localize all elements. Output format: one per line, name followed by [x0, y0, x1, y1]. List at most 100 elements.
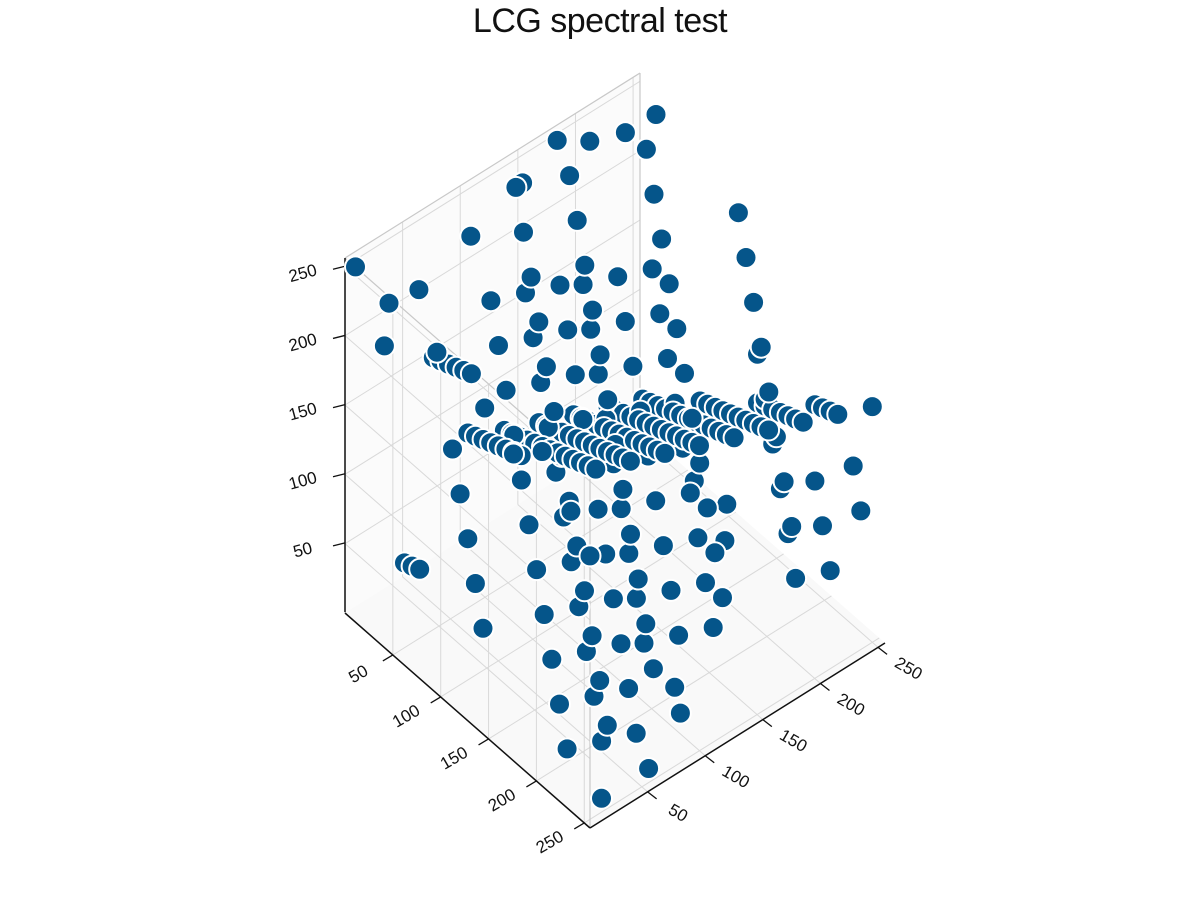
x-tick-mark: [762, 719, 773, 728]
y-tick-label: 200: [485, 785, 519, 816]
data-point: [425, 340, 449, 364]
data-point: [545, 128, 569, 152]
data-point: [618, 449, 642, 473]
data-point: [701, 616, 725, 639]
x-tick-label: 50: [665, 800, 691, 826]
grid-line: [632, 431, 879, 648]
x-tick-label: 100: [719, 762, 753, 793]
data-point: [579, 317, 603, 341]
data-point: [441, 437, 464, 461]
data-point: [632, 631, 656, 655]
x-tick-mark: [820, 682, 830, 691]
data-point: [678, 481, 702, 505]
data-point: [408, 557, 432, 581]
data-point: [726, 201, 750, 225]
data-point: [621, 354, 645, 378]
data-point: [695, 496, 719, 520]
data-point: [694, 571, 717, 595]
data-point: [609, 497, 633, 521]
data-point: [344, 255, 367, 279]
data-point: [609, 632, 633, 656]
data-point: [448, 482, 472, 506]
data-point: [613, 310, 637, 333]
x-axis-line: [589, 642, 886, 829]
data-point: [558, 164, 582, 188]
grid-line: [344, 80, 641, 267]
data-point: [555, 737, 579, 761]
data-point: [619, 522, 642, 546]
data-point: [556, 318, 580, 342]
y-tick-label: 50: [345, 661, 371, 687]
data-point: [595, 713, 619, 737]
z-tick-mark: [332, 265, 346, 270]
data-point: [841, 454, 865, 478]
data-point: [479, 289, 503, 313]
data-point: [667, 623, 691, 647]
x-tick-label: 200: [834, 689, 868, 720]
grid-line: [344, 219, 641, 406]
x-tick-label: 150: [776, 725, 810, 756]
data-point: [586, 362, 610, 386]
data-point: [559, 499, 583, 523]
data-point: [502, 442, 525, 466]
axis-lines: [344, 258, 886, 829]
data-point: [606, 265, 630, 289]
data-point: [525, 558, 549, 582]
data-point: [456, 527, 480, 551]
data-point: [860, 395, 884, 419]
data-point: [473, 396, 497, 420]
y-tick-label: 150: [437, 743, 471, 774]
data-point: [509, 468, 533, 492]
z-tick-label: 50: [291, 538, 314, 561]
data-point: [463, 572, 487, 595]
data-point: [573, 579, 596, 603]
data-point: [811, 514, 834, 538]
data-point: [571, 273, 595, 296]
data-point: [540, 647, 564, 671]
z-tick-mark: [332, 473, 346, 478]
data-point: [617, 677, 641, 700]
data-point: [487, 334, 510, 357]
data-point: [715, 492, 739, 516]
y-tick-mark: [478, 738, 489, 746]
data-points: [344, 103, 884, 810]
x-tick-mark: [647, 791, 658, 800]
data-point: [757, 418, 781, 442]
data-point: [581, 298, 604, 322]
y-tick-mark: [382, 654, 394, 662]
grid-line: [344, 543, 591, 760]
data-point: [578, 129, 602, 153]
data-point: [653, 441, 677, 465]
pane-floor: [345, 428, 885, 828]
data-point: [504, 175, 528, 199]
data-point: [580, 624, 604, 648]
data-point: [527, 310, 551, 334]
grid-line: [517, 504, 764, 720]
data-point: [642, 182, 666, 206]
z-tick-mark: [332, 542, 346, 547]
data-point: [637, 757, 661, 780]
data-point: [588, 343, 612, 367]
data-point: [548, 273, 572, 297]
data-point: [659, 578, 683, 602]
data-point: [791, 410, 815, 434]
data-point: [542, 400, 566, 423]
data-point: [703, 541, 727, 565]
data-point: [784, 566, 808, 590]
data-point: [471, 616, 495, 640]
data-point: [686, 526, 710, 550]
pane-edge: [344, 72, 641, 259]
data-point: [650, 227, 674, 251]
data-point: [849, 499, 873, 523]
data-point: [665, 317, 689, 341]
z-tick-label: 250: [287, 260, 319, 286]
data-point: [668, 701, 692, 725]
data-point: [377, 291, 401, 315]
data-point: [565, 208, 589, 232]
data-point: [459, 224, 483, 248]
data-point: [530, 440, 554, 463]
data-point: [494, 378, 518, 402]
data-point: [601, 587, 625, 611]
data-point: [578, 544, 602, 568]
